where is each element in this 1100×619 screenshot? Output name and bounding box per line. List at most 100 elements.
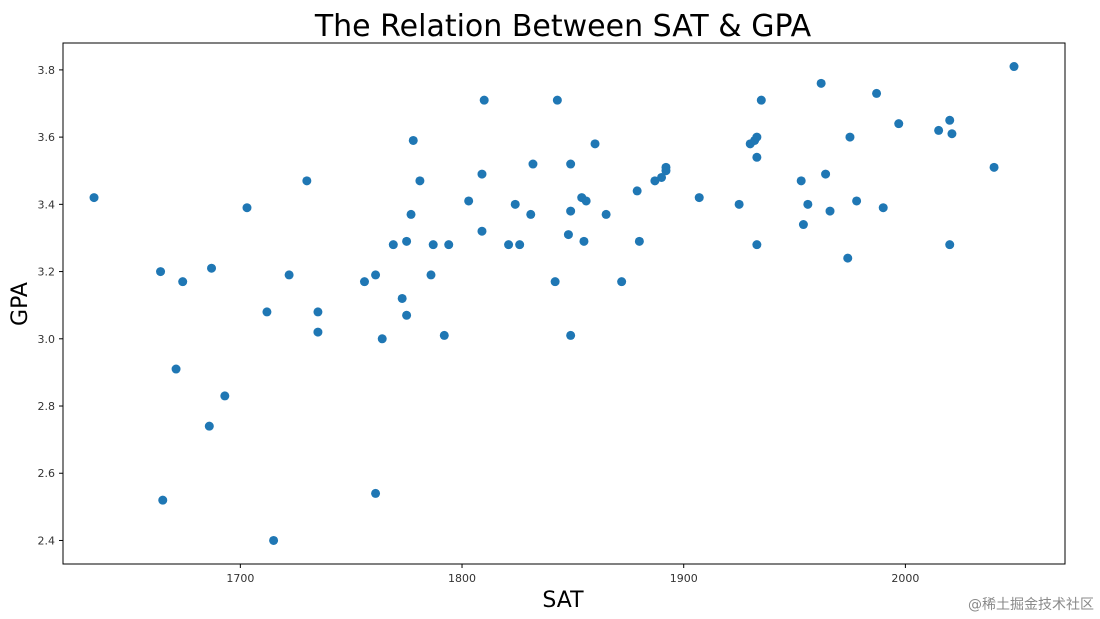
data-point: [269, 535, 279, 545]
data-point: [581, 196, 591, 206]
data-point: [408, 135, 418, 145]
data-point: [825, 206, 835, 216]
data-point: [566, 330, 576, 340]
data-point: [756, 95, 766, 105]
data-point: [550, 277, 560, 287]
data-point: [894, 119, 904, 129]
data-point: [752, 152, 762, 162]
y-tick-label: 3.2: [38, 266, 56, 279]
data-point: [796, 176, 806, 186]
data-point: [632, 186, 642, 196]
data-point: [439, 330, 449, 340]
y-tick-label: 3.6: [38, 131, 56, 144]
data-point: [377, 334, 387, 344]
y-tick-label: 2.4: [38, 534, 56, 547]
x-axis-ticks: 1700 1800 1900 2000: [226, 564, 919, 585]
data-point: [590, 139, 600, 149]
data-point: [504, 240, 514, 250]
y-tick-label: 2.8: [38, 400, 56, 413]
data-point: [171, 364, 181, 374]
data-point: [313, 327, 323, 337]
data-point: [734, 199, 744, 209]
data-point: [947, 129, 957, 139]
data-point: [371, 488, 381, 498]
data-point: [934, 125, 944, 135]
y-tick-label: 3.0: [38, 333, 56, 346]
data-point: [579, 236, 589, 246]
x-tick-label: 1700: [226, 572, 254, 585]
x-tick-label: 1800: [448, 572, 476, 585]
data-point: [661, 162, 671, 172]
data-point: [220, 391, 230, 401]
data-point: [989, 162, 999, 172]
data-point: [402, 310, 412, 320]
data-point: [156, 267, 166, 277]
y-tick-label: 3.8: [38, 64, 56, 77]
data-point: [302, 176, 312, 186]
data-point: [845, 132, 855, 142]
data-point: [464, 196, 474, 206]
data-point: [313, 307, 323, 317]
data-point: [89, 193, 99, 203]
data-point: [444, 240, 454, 250]
data-point: [528, 159, 538, 169]
watermark: @稀土掘金技术社区: [968, 597, 1094, 613]
data-point: [477, 169, 487, 179]
data-point: [178, 277, 188, 287]
data-point: [843, 253, 853, 263]
data-point: [371, 270, 381, 280]
data-point: [415, 176, 425, 186]
data-point: [650, 176, 660, 186]
y-axis-label: GPA: [8, 282, 33, 326]
data-point: [816, 78, 826, 88]
data-point: [878, 203, 888, 213]
data-point: [852, 196, 862, 206]
y-axis-ticks: 2.4 2.6 2.8 3.0 3.2 3.4 3.6 3.8: [38, 64, 63, 547]
data-point: [563, 230, 573, 240]
data-point: [566, 206, 576, 216]
x-tick-label: 2000: [891, 572, 919, 585]
data-point: [617, 277, 627, 287]
y-tick-label: 3.4: [38, 198, 56, 211]
data-point: [566, 159, 576, 169]
data-point: [479, 95, 489, 105]
data-point: [284, 270, 294, 280]
data-point: [262, 307, 272, 317]
data-point: [158, 495, 168, 505]
data-point: [515, 240, 525, 250]
data-point: [752, 240, 762, 250]
y-tick-label: 2.6: [38, 467, 56, 480]
data-point: [397, 293, 407, 303]
data-point: [510, 199, 520, 209]
plot-area-frame: [62, 42, 1066, 565]
data-point: [752, 132, 762, 142]
scatter-points: [89, 62, 1019, 545]
data-point: [694, 193, 704, 203]
data-point: [798, 220, 808, 230]
data-point: [634, 236, 644, 246]
data-point: [477, 226, 487, 236]
data-point: [526, 209, 536, 219]
chart-title: The Relation Between SAT & GPA: [314, 9, 812, 44]
x-tick-label: 1900: [670, 572, 698, 585]
data-point: [657, 172, 667, 182]
data-point: [872, 88, 882, 98]
data-point: [406, 209, 416, 219]
data-point: [359, 277, 369, 287]
data-point: [242, 203, 252, 213]
data-point: [803, 199, 813, 209]
data-point: [402, 236, 412, 246]
data-point: [945, 115, 955, 125]
data-point: [204, 421, 214, 431]
data-point: [821, 169, 831, 179]
data-point: [428, 240, 438, 250]
data-point: [426, 270, 436, 280]
data-point: [207, 263, 217, 273]
data-point: [601, 209, 611, 219]
data-point: [552, 95, 562, 105]
x-axis-label: SAT: [542, 588, 584, 613]
data-point: [1009, 62, 1019, 72]
data-point: [945, 240, 955, 250]
data-point: [388, 240, 398, 250]
